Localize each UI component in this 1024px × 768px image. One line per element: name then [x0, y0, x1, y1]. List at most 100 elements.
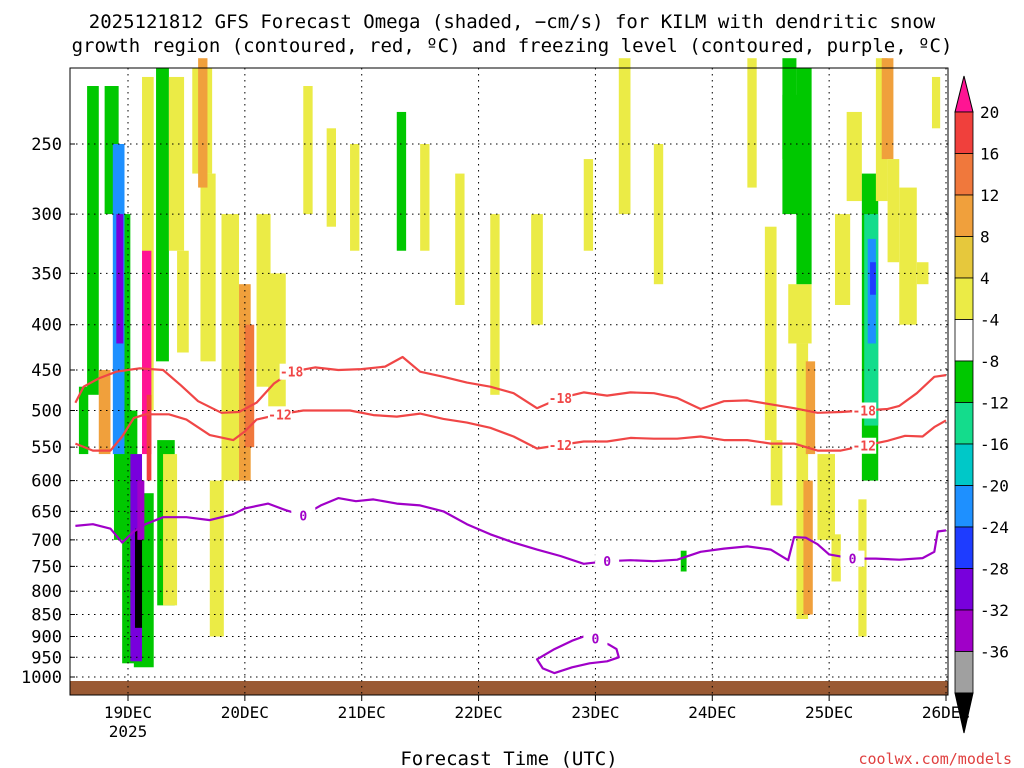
y-tick-label: 900: [31, 627, 62, 647]
pressure-axis: 2503003504004505005506006507007508008509…: [21, 135, 75, 688]
omega-cell: [163, 454, 178, 606]
colorbar-band: [954, 402, 974, 445]
x-year-label: 2025: [109, 722, 148, 741]
omega-cell: [221, 214, 240, 481]
colorbar-label: -16: [980, 435, 1009, 454]
contour-line: [74, 409, 947, 452]
y-tick-label: 950: [31, 648, 62, 668]
omega-cell: [931, 76, 941, 129]
x-axis-label: Forecast Time (UTC): [400, 748, 617, 768]
plot-frame: [69, 67, 949, 696]
omega-cell: [420, 144, 430, 251]
colorbar-band: [954, 194, 974, 237]
colorbar-band: [954, 153, 974, 196]
colorbar-band: [954, 236, 974, 279]
omega-cell: [531, 214, 543, 325]
omega-cell: [455, 173, 465, 305]
omega-cell: [583, 159, 594, 251]
omega-cell: [618, 58, 631, 215]
x-tick-label: 22DEC: [454, 703, 502, 722]
omega-core: [98, 369, 111, 455]
omega-shading: [78, 58, 941, 668]
colorbar: 20 16 12 8 4 -4 -8 -12 -16 -20 -24 -28 -32 -36: [954, 75, 1009, 734]
omega-core: [137, 480, 145, 540]
terrain-band: [70, 681, 948, 695]
colorbar-label: 8: [980, 228, 990, 247]
omega-cell: [858, 499, 867, 637]
y-tick-label: 850: [31, 606, 62, 626]
y-tick-label: 500: [31, 402, 62, 422]
omega-core: [116, 214, 124, 344]
colorbar-label: 12: [980, 186, 999, 205]
colorbar-label: -36: [980, 643, 1009, 662]
omega-cell: [350, 144, 360, 251]
omega-core: [198, 58, 208, 188]
y-tick-label: 800: [31, 582, 62, 602]
omega-cell: [782, 94, 799, 215]
omega-cell: [156, 67, 169, 362]
x-tick-label: 21DEC: [338, 703, 386, 722]
omega-cell: [268, 273, 286, 411]
contour-label-bg: [279, 363, 304, 380]
omega-cell: [142, 76, 154, 411]
contour-label-bg: [852, 437, 877, 454]
colorbar-label: 16: [980, 145, 999, 164]
omega-cell: [200, 173, 216, 362]
colorbar-band: [954, 485, 974, 528]
colorbar-band: [954, 360, 974, 403]
x-tick-label: 25DEC: [805, 703, 853, 722]
chart-title-line1: 2025121812 GFS Forecast Omega (shaded, −…: [89, 11, 936, 33]
omega-cell: [244, 324, 255, 448]
contour-label: -12: [852, 440, 875, 455]
y-tick-label: 550: [31, 438, 62, 458]
omega-cell: [770, 440, 783, 506]
contour-label: -18: [549, 392, 573, 407]
contour-line: [535, 635, 620, 675]
x-tick-label: 23DEC: [571, 703, 619, 722]
y-tick-label: 1000: [21, 668, 62, 688]
contour-label: -12: [549, 439, 572, 454]
colorbar-label: 20: [980, 103, 999, 122]
y-tick-label: 250: [31, 135, 62, 155]
contour-label: -12: [268, 408, 291, 423]
omega-cell: [899, 187, 917, 325]
omega-cell: [796, 343, 809, 620]
colorbar-band: [954, 319, 974, 362]
omega-cell: [209, 480, 224, 637]
contour-label-bg: [583, 630, 608, 647]
omega-core: [135, 528, 143, 628]
contour-label: 0: [592, 633, 600, 648]
omega-cell: [177, 250, 189, 353]
omega-cell: [680, 550, 687, 572]
colorbar-band: [954, 568, 974, 611]
omega-cell: [788, 284, 812, 344]
colorbar-label: 4: [980, 269, 990, 288]
omega-cell: [168, 76, 185, 251]
contour-label-bg: [595, 553, 620, 570]
colorbar-label: -20: [980, 477, 1009, 496]
omega-cell: [846, 111, 862, 202]
x-tick-label: 24DEC: [688, 703, 736, 722]
contour-label: 0: [603, 555, 611, 570]
credit-text: coolwx.com/models: [858, 750, 1012, 768]
colorbar-label: -12: [980, 394, 1009, 413]
y-tick-label: 400: [31, 316, 62, 336]
colorbar-band: [954, 609, 974, 652]
y-tick-label: 700: [31, 531, 62, 551]
omega-cell: [764, 226, 777, 441]
contour-label: 0: [849, 553, 857, 568]
omega-cell: [326, 128, 337, 227]
chart-title-line2: growth region (contoured, red, ºC) and f…: [72, 35, 953, 57]
colorbar-arrow-top: [954, 75, 974, 113]
contour-label-bg: [548, 389, 573, 406]
contour-label-bg: [548, 437, 573, 454]
omega-cell: [396, 111, 407, 251]
contour-label: -18: [852, 405, 876, 420]
y-tick-label: 750: [31, 557, 62, 577]
colorbar-label: -24: [980, 518, 1009, 537]
omega-cell: [256, 214, 271, 387]
y-tick-label: 600: [31, 472, 62, 492]
contour-label: -18: [280, 366, 304, 381]
colorbar-band: [954, 111, 974, 154]
omega-cell: [490, 214, 500, 395]
